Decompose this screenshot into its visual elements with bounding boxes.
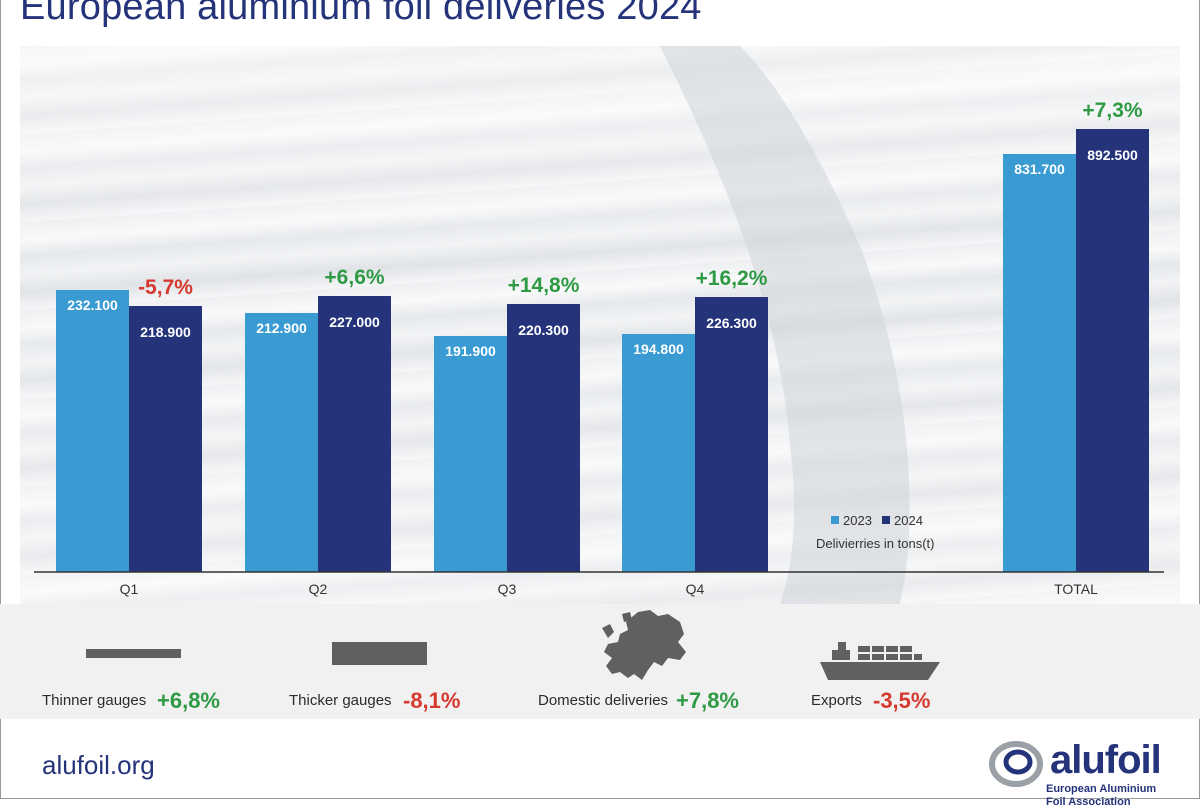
- change-label: +6,6%: [324, 266, 384, 289]
- bar-2023-q4: [622, 334, 695, 572]
- stat-label: Thicker gauges: [289, 692, 392, 709]
- x-tick-label: Q1: [120, 581, 139, 597]
- stat-value: +7,8%: [676, 688, 739, 713]
- thick-bar-icon: [332, 642, 427, 665]
- bar-2024-q2: [318, 296, 391, 572]
- bar-2024-q1: [129, 306, 202, 572]
- stat-value: -3,5%: [873, 688, 931, 713]
- x-tick-label: Q4: [686, 581, 705, 597]
- stat-label: Domestic deliveries: [538, 692, 669, 709]
- change-label: +7,3%: [1082, 99, 1142, 122]
- value-label-2024: 226.300: [706, 315, 757, 331]
- value-label-2024: 218.900: [140, 324, 191, 340]
- value-label-2023: 212.900: [256, 320, 307, 336]
- value-label-2024: 220.300: [518, 322, 569, 338]
- bar-2023-total: [1003, 154, 1076, 572]
- bar-2024-total: [1076, 129, 1149, 572]
- logo-subtitle: Foil Association: [1046, 796, 1131, 808]
- cargo-ship-icon: [820, 642, 940, 680]
- logo-swirl-icon: [989, 741, 1043, 787]
- change-label: +16,2%: [696, 267, 768, 290]
- bar-2023-q3: [434, 336, 507, 572]
- stats-band: Thinner gauges +6,8% Thicker gauges -8,1…: [0, 604, 1200, 719]
- page-title: European aluminium foil deliveries 2024: [20, 0, 702, 28]
- x-tick-label: Q3: [498, 581, 517, 597]
- foil-roll-decoration: [660, 46, 910, 604]
- legend-note: Delivierries in tons(t): [816, 536, 934, 551]
- value-label-2023: 232.100: [67, 297, 118, 313]
- stat-label: Exports: [811, 692, 862, 709]
- thin-bar-icon: [86, 649, 181, 658]
- alufoil-logo: alufoil European Aluminium Foil Associat…: [988, 738, 1188, 808]
- chart-legend: 2023 2024 Delivierries in tons(t): [816, 513, 934, 551]
- x-tick-label: Q2: [309, 581, 328, 597]
- value-label-2023: 831.700: [1014, 161, 1065, 177]
- x-tick-label: TOTAL: [1054, 581, 1098, 597]
- bar-2023-q1: [56, 290, 129, 572]
- stat-value: -8,1%: [403, 688, 461, 713]
- website-link[interactable]: alufoil.org: [42, 750, 155, 780]
- bar-chart: 232.100 218.900 -5,7% 212.900 227.000 +6,6% 19…: [34, 46, 1164, 604]
- legend-label-2023: 2023: [843, 513, 872, 528]
- legend-swatch-2023: [831, 516, 839, 524]
- change-label: -5,7%: [138, 276, 193, 299]
- bar-2024-q3: [507, 304, 580, 572]
- value-label-2024: 892.500: [1087, 147, 1138, 163]
- value-label-2023: 194.800: [633, 341, 684, 357]
- stat-label: Thinner gauges: [42, 692, 147, 709]
- bar-2024-q4: [695, 297, 768, 572]
- logo-subtitle: European Aluminium: [1046, 783, 1157, 795]
- legend-swatch-2024: [882, 516, 890, 524]
- value-label-2023: 191.900: [445, 343, 496, 359]
- europe-map-icon: [602, 610, 686, 680]
- stat-value: +6,8%: [157, 688, 220, 713]
- bar-2023-q2: [245, 313, 318, 572]
- legend-label-2024: 2024: [894, 513, 923, 528]
- chart-panel: 232.100 218.900 -5,7% 212.900 227.000 +6,6% 19…: [20, 46, 1180, 604]
- change-label: +14,8%: [508, 274, 580, 297]
- value-label-2024: 227.000: [329, 314, 380, 330]
- logo-wordmark: alufoil: [1050, 738, 1162, 782]
